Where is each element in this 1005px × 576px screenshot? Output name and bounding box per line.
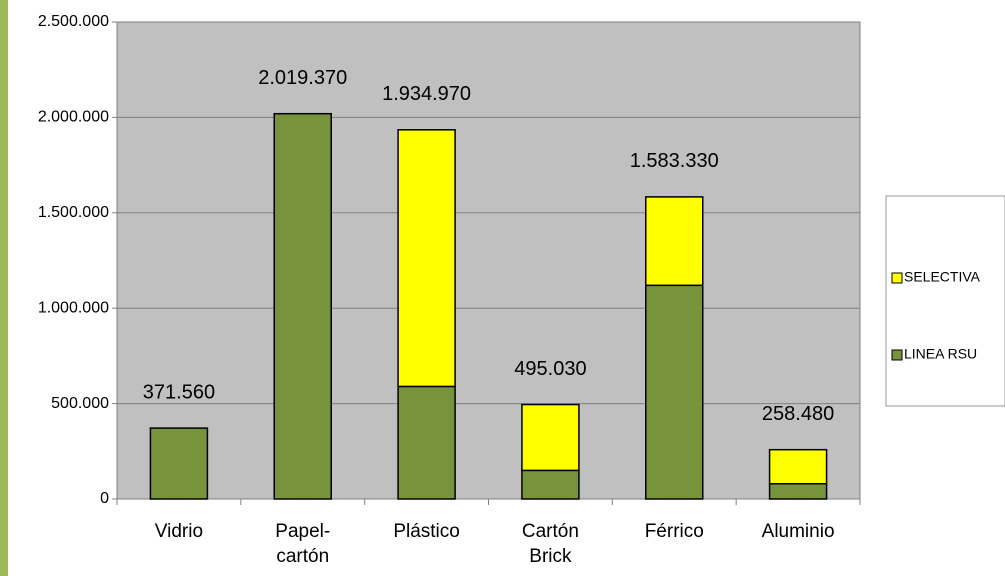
- legend-swatch: [891, 272, 903, 284]
- total-label: 2.019.370: [258, 67, 347, 89]
- bar-segment: [397, 129, 456, 388]
- x-tick-label: Cartón Brick: [521, 521, 579, 567]
- y-tick-label: 1.500.000: [38, 204, 109, 221]
- legend-swatch: [891, 349, 903, 361]
- bar-segment: [149, 427, 209, 500]
- legend-box: [885, 195, 1005, 407]
- y-tick-label: 1.000.000: [38, 299, 109, 316]
- side-strip: [0, 0, 8, 576]
- bar-segment: [397, 385, 456, 500]
- bar-segment: [645, 284, 704, 500]
- bar-segment: [768, 448, 828, 485]
- total-label: 1.583.330: [630, 150, 719, 172]
- bar-segment: [521, 469, 580, 500]
- bar-segment: [768, 482, 828, 500]
- total-label: 258.480: [762, 403, 834, 425]
- x-tick-label: Papel-cartón: [275, 521, 331, 567]
- bar-segment: [645, 196, 704, 287]
- x-tick-label: Vidrio: [154, 521, 204, 542]
- total-label: 1.934.970: [382, 83, 471, 105]
- plot-area: [116, 21, 861, 500]
- x-tick-label: Plástico: [393, 521, 460, 542]
- legend-label: SELECTIVA: [904, 269, 981, 285]
- y-tick-label: 0: [100, 490, 109, 507]
- y-tick-label: 2.000.000: [38, 109, 109, 126]
- x-tick-label: Aluminio: [761, 521, 835, 542]
- total-label: 495.030: [514, 358, 586, 380]
- bar-segment: [521, 403, 580, 472]
- x-tick-label: Férrico: [644, 521, 704, 542]
- bar-segment: [273, 112, 332, 500]
- y-tick-label: 2.500.000: [38, 13, 109, 30]
- legend-label: LINEA RSU: [904, 346, 977, 362]
- total-label: 371.560: [143, 381, 215, 403]
- y-tick-label: 500.000: [51, 395, 109, 412]
